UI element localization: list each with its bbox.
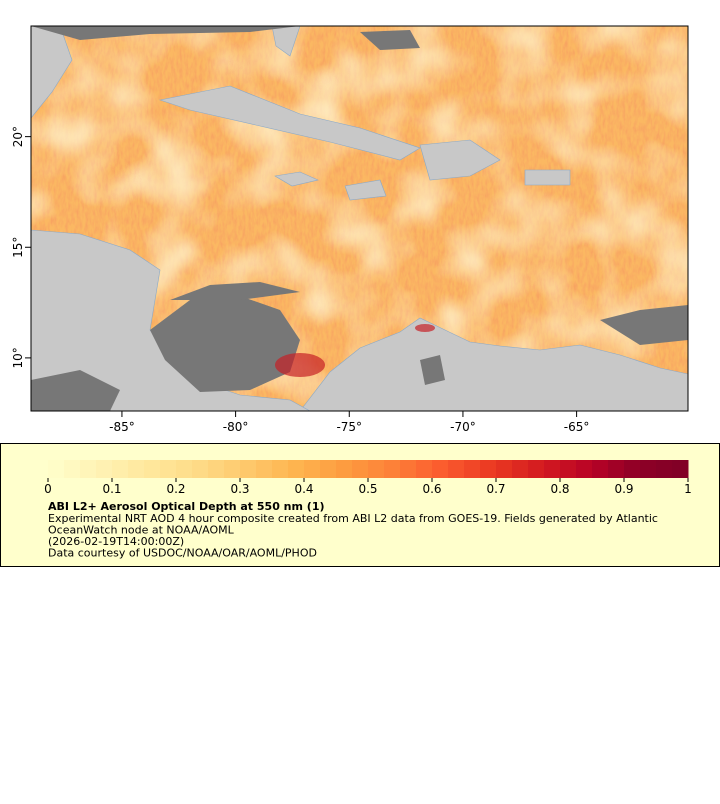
colorbar-tick-label: 0.1 (102, 482, 121, 496)
colorbar-block (400, 460, 417, 478)
y-tick-label: 15° (11, 237, 25, 258)
colorbar-tick-label: 0 (44, 482, 52, 496)
colorbar-block (512, 460, 529, 478)
colorbar-block (672, 460, 689, 478)
colorbar-block (80, 460, 97, 478)
colorbar-block (128, 460, 145, 478)
y-tick-label: 20° (11, 126, 25, 147)
colorbar-block (320, 460, 337, 478)
colorbar-block (112, 460, 129, 478)
colorbar-block (336, 460, 353, 478)
map-frame (30, 25, 689, 412)
colorbar-block (656, 460, 673, 478)
colorbar-block (368, 460, 385, 478)
colorbar-tick-label: 0.4 (294, 482, 313, 496)
colorbar-block (96, 460, 113, 478)
colorbar-tick-label: 0.6 (422, 482, 441, 496)
colorbar-block (160, 460, 177, 478)
colorbar-block (432, 460, 449, 478)
colorbar-block (544, 460, 561, 478)
high-aod (275, 324, 435, 377)
colorbar-block (480, 460, 497, 478)
colorbar-block (144, 460, 161, 478)
colorbar-block (304, 460, 321, 478)
colorbar-tick-label: 0.8 (550, 482, 569, 496)
colorbar-block (208, 460, 225, 478)
x-tick-label: -75° (336, 420, 362, 434)
colorbar-tick-label: 0.7 (486, 482, 505, 496)
colorbar-block (624, 460, 641, 478)
no-data (31, 26, 688, 411)
y-tick-label: 10° (11, 347, 25, 368)
colorbar-tick-label: 0.2 (166, 482, 185, 496)
legend-line: Experimental NRT AOD 4 hour composite cr… (48, 512, 658, 525)
x-tick-label: -85° (109, 420, 135, 434)
colorbar-tick-label: 1 (684, 482, 692, 496)
colorbar-block (48, 460, 65, 478)
colorbar-block (448, 460, 465, 478)
colorbar-block (608, 460, 625, 478)
colorbar-block (352, 460, 369, 478)
colorbar-block (272, 460, 289, 478)
colorbar-tick-label: 0.9 (614, 482, 633, 496)
x-tick-label: -80° (223, 420, 249, 434)
colorbar-block (384, 460, 401, 478)
legend-line: (2026-02-19T14:00:00Z) (48, 535, 184, 548)
map-area (31, 26, 688, 411)
colorbar-block (224, 460, 241, 478)
colorbar-block (560, 460, 577, 478)
colorbar-block (464, 460, 481, 478)
colorbar-block (176, 460, 193, 478)
colorbar-block (192, 460, 209, 478)
colorbar-block (592, 460, 609, 478)
x-tick-label: -65° (564, 420, 590, 434)
colorbar-block (256, 460, 273, 478)
colorbar-block (416, 460, 433, 478)
legend-line: Data courtesy of USDOC/NOAA/OAR/AOML/PHO… (48, 547, 317, 560)
legend-line: OceanWatch node at NOAA/AOML (48, 524, 235, 537)
colorbar-block (640, 460, 657, 478)
legend-title: ABI L2+ Aerosol Optical Depth at 550 nm … (48, 500, 325, 513)
colorbar-block (528, 460, 545, 478)
colorbar-block (288, 460, 305, 478)
colorbar-block (64, 460, 81, 478)
x-tick-label: -70° (450, 420, 476, 434)
colorbar-block (576, 460, 593, 478)
colorbar-block (496, 460, 513, 478)
colorbar-tick-label: 0.5 (358, 482, 377, 496)
colorbar-tick-label: 0.3 (230, 482, 249, 496)
colorbar-block (240, 460, 257, 478)
